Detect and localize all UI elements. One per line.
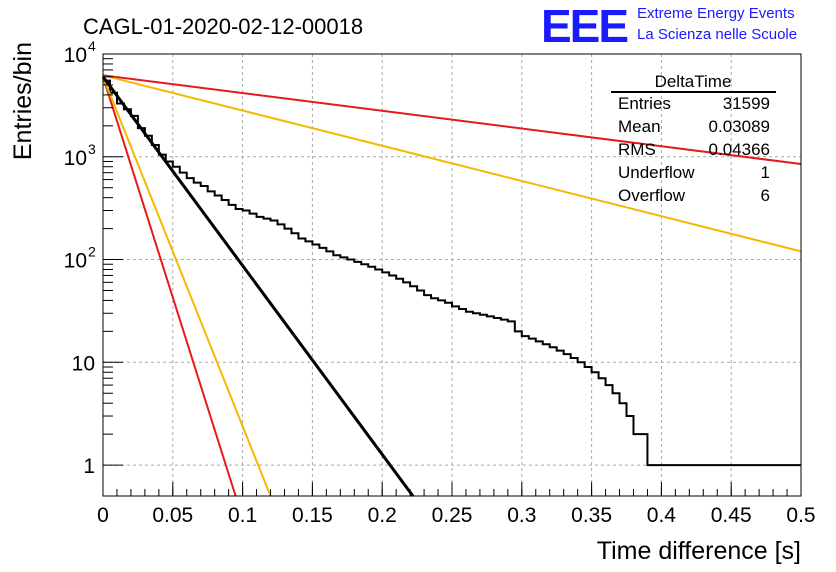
- y-tick-label: 10: [64, 147, 87, 170]
- y-tick-label: 1: [83, 455, 95, 478]
- x-axis-label: Time difference [s]: [597, 537, 801, 565]
- y-tick-exponent: 4: [88, 38, 96, 54]
- stats-box-title: DeltaTime: [655, 72, 732, 91]
- y-axis-label: Entries/bin: [9, 42, 37, 160]
- stats-box: DeltaTime Entries 31599 Mean 0.03089 RMS…: [611, 72, 776, 205]
- x-tick-label: 0.35: [571, 504, 612, 527]
- fit-curves: [101, 74, 802, 497]
- x-tick-label: 0.1: [228, 504, 257, 527]
- eee-logo-mark: EEE: [541, 0, 627, 52]
- x-tick-label: 0.45: [711, 504, 752, 527]
- stats-value-rms: 0.04366: [709, 140, 770, 159]
- stats-label-entries: Entries: [618, 94, 671, 113]
- x-tick-label: 0.25: [432, 504, 473, 527]
- histogram-step-line: [103, 79, 801, 467]
- fit-line: [102, 76, 272, 497]
- x-tick-label: 0.4: [647, 504, 677, 527]
- y-tick-exponent: 2: [88, 244, 96, 260]
- eee-logo-line2: La Scienza nelle Scuole: [637, 26, 797, 43]
- stats-value-entries: 31599: [723, 94, 770, 113]
- stats-value-underflow: 1: [761, 163, 770, 182]
- stats-label-underflow: Underflow: [618, 163, 695, 182]
- x-tick-label: 0.3: [507, 504, 536, 527]
- chart-title: CAGL-01-2020-02-12-00018: [83, 14, 363, 39]
- fit-line: [101, 75, 415, 497]
- x-tick-label: 0.2: [368, 504, 397, 527]
- histogram-series: [103, 79, 801, 467]
- stats-label-mean: Mean: [618, 117, 661, 136]
- grid: [103, 54, 801, 496]
- fit-line: [102, 76, 237, 497]
- stats-label-overflow: Overflow: [618, 186, 686, 205]
- y-tick-label: 10: [64, 44, 87, 67]
- stats-value-overflow: 6: [761, 186, 770, 205]
- eee-logo-line1: Extreme Energy Events: [637, 5, 795, 22]
- x-tick-label: 0.5: [786, 504, 815, 527]
- fit-line: [102, 74, 802, 166]
- eee-logo: EEE Extreme Energy Events La Scienza nel…: [541, 0, 797, 52]
- x-tick-label: 0: [97, 504, 109, 527]
- y-tick-label: 10: [72, 352, 95, 375]
- x-axis: 0 0.05 0.1 0.15 0.2 0.25 0.3 0.35 0.4 0.45 0.5: [97, 482, 816, 527]
- y-tick-label: 10: [64, 250, 87, 273]
- stats-value-mean: 0.03089: [709, 117, 770, 136]
- x-tick-label: 0.15: [292, 504, 333, 527]
- stats-label-rms: RMS: [618, 140, 656, 159]
- y-tick-exponent: 3: [88, 141, 96, 157]
- x-tick-label: 0.05: [152, 504, 193, 527]
- fit-line: [102, 74, 802, 253]
